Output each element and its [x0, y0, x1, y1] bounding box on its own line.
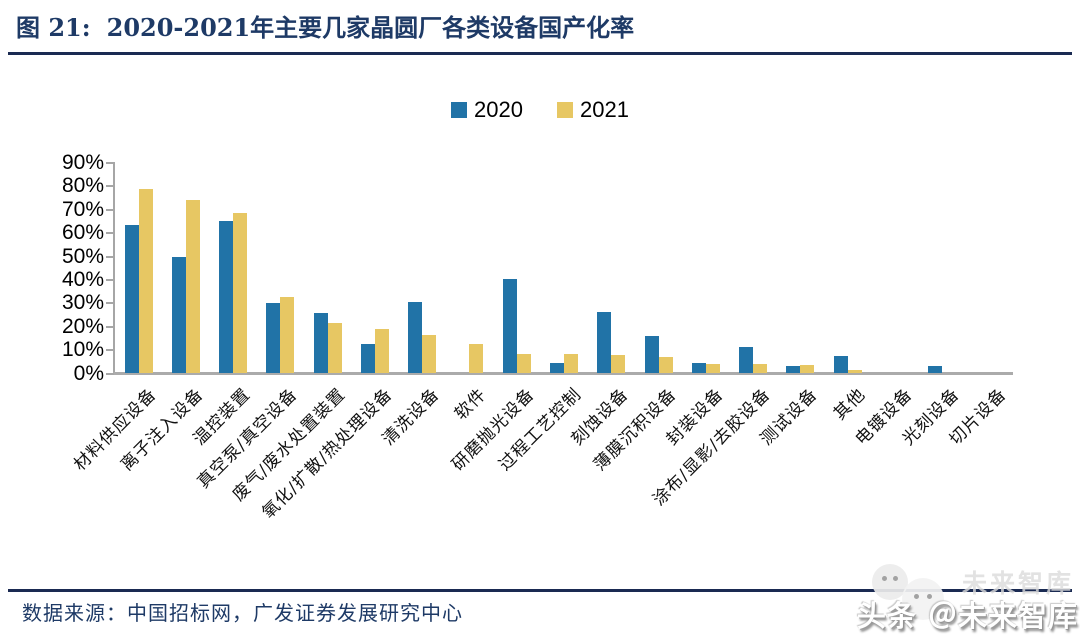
legend-label: 2021 [580, 97, 629, 122]
x-axis-baseline [113, 372, 1013, 375]
data-source-text: 数据来源：中国招标网，广发证券发展研究中心 [22, 601, 463, 625]
bar-2020 [597, 311, 612, 374]
bar-2021 [327, 323, 342, 374]
title-separator-line [8, 52, 1072, 55]
bar-2021 [753, 364, 768, 374]
bar-2021 [233, 213, 248, 374]
y-axis-tick-label: 70% [61, 197, 104, 221]
legend-item-2021: 2021 [557, 97, 629, 123]
figure-header: 图 21: 2020-2021年主要几家晶圆厂各类设备国产化率 [16, 8, 634, 43]
bar-2020 [739, 346, 754, 374]
y-axis-tick-label: 40% [61, 267, 104, 291]
bar-2020 [691, 362, 706, 374]
bar-2021 [516, 353, 531, 374]
bar-2021 [469, 344, 484, 374]
legend-swatch-icon [451, 102, 468, 118]
legend-item-2020: 2020 [451, 97, 523, 123]
y-axis-tick-label: 0% [73, 361, 104, 385]
bar-2020 [644, 336, 659, 374]
bar-2020 [550, 362, 564, 374]
bar-2020 [219, 221, 234, 374]
bar-2020 [408, 302, 423, 374]
y-axis-tick-mark [106, 372, 114, 375]
bar-2020 [786, 366, 801, 374]
y-axis-line [113, 162, 115, 374]
y-axis-tick-mark [106, 185, 114, 188]
y-axis-tick-label: 80% [61, 174, 104, 198]
y-axis-tick-mark [106, 162, 114, 164]
bar-2021 [847, 369, 862, 374]
y-axis-tick-label: 30% [61, 291, 104, 315]
y-axis-tick-mark [106, 208, 114, 211]
y-axis-tick-label: 60% [61, 221, 104, 245]
bar-2020 [360, 344, 375, 374]
bar-2020 [313, 312, 328, 374]
y-axis-tick-label: 50% [61, 244, 104, 268]
y-axis-tick-label: 10% [61, 338, 104, 362]
bar-2021 [422, 334, 437, 374]
watermark-text: 头条 ＠未来智库 [856, 599, 1078, 633]
bar-2021 [658, 357, 673, 374]
y-axis-tick-label: 90% [61, 151, 104, 174]
bar-2020 [171, 256, 186, 374]
bar-2021 [611, 354, 626, 374]
toutiao-logo-bubble-icon [902, 578, 944, 620]
figure-title: 2020-2021年主要几家晶圆厂各类设备国产化率 [106, 13, 635, 42]
y-axis-tick-mark [106, 302, 114, 305]
y-axis-tick-mark [106, 232, 114, 235]
watermark-ghost-text: 未来智库 [961, 569, 1074, 598]
y-axis-tick-mark [106, 255, 114, 258]
legend-label: 2020 [474, 97, 523, 122]
y-axis-tick-mark [106, 325, 114, 328]
bar-2021 [280, 297, 295, 374]
y-axis-tick-mark [106, 278, 114, 281]
bar-2020 [502, 278, 517, 374]
y-axis-tick-label: 20% [61, 314, 104, 338]
bar-2020 [266, 303, 281, 374]
y-axis-tick-mark [106, 349, 114, 352]
bar-2021 [138, 188, 153, 374]
chart-legend: 2020 2021 [0, 97, 1080, 123]
watermark: 未来智库 头条 ＠未来智库 [842, 564, 1080, 639]
bar-2020 [928, 366, 943, 374]
legend-swatch-icon [557, 102, 573, 118]
bar-2021 [705, 364, 720, 374]
bar-2021 [374, 329, 389, 374]
bar-2020 [124, 224, 139, 374]
bar-2021 [800, 365, 815, 374]
figure-number-label: 图 21: [16, 13, 91, 42]
bar-2021 [564, 353, 578, 374]
bar-2020 [833, 355, 848, 374]
footer-separator-line [8, 589, 1072, 592]
bar-2021 [185, 200, 200, 374]
